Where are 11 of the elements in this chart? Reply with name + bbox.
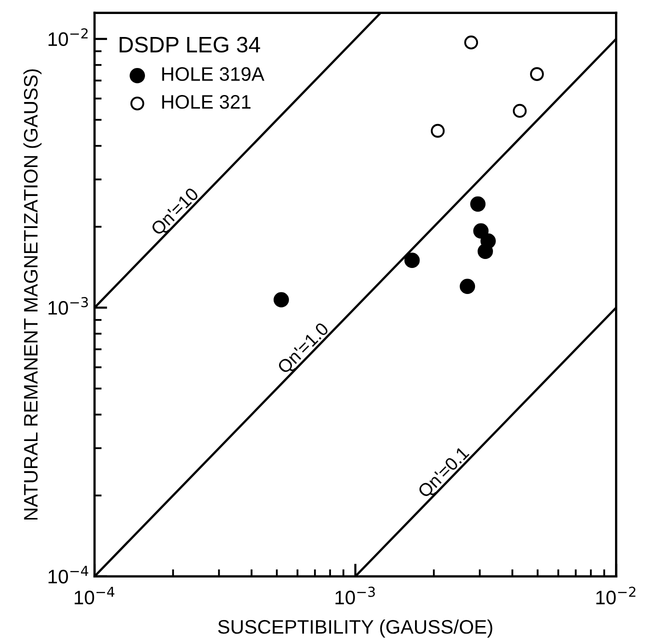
legend-label: HOLE 321 xyxy=(162,95,250,109)
legend-label: HOLE 319A xyxy=(162,67,264,81)
x-axis-title: SUSCEPTIBILITY (GAUSS/OE) xyxy=(218,620,492,638)
y-tick-label: 10$^{−4}$ xyxy=(48,566,88,584)
x-tick-label: 10$^{−3}$ xyxy=(336,586,375,604)
legend-title: DSDP LEG 34 xyxy=(120,36,260,53)
y-tick-label: 10$^{−2}$ xyxy=(48,28,88,46)
x-tick-label: 10$^{−2}$ xyxy=(596,586,636,604)
y-tick-label: 10$^{−3}$ xyxy=(48,297,88,315)
x-tick-label: 10$^{−4}$ xyxy=(74,586,114,604)
y-axis-title: NATURAL REMANENT MAGNETIZATION (GAUSS) xyxy=(23,69,42,520)
